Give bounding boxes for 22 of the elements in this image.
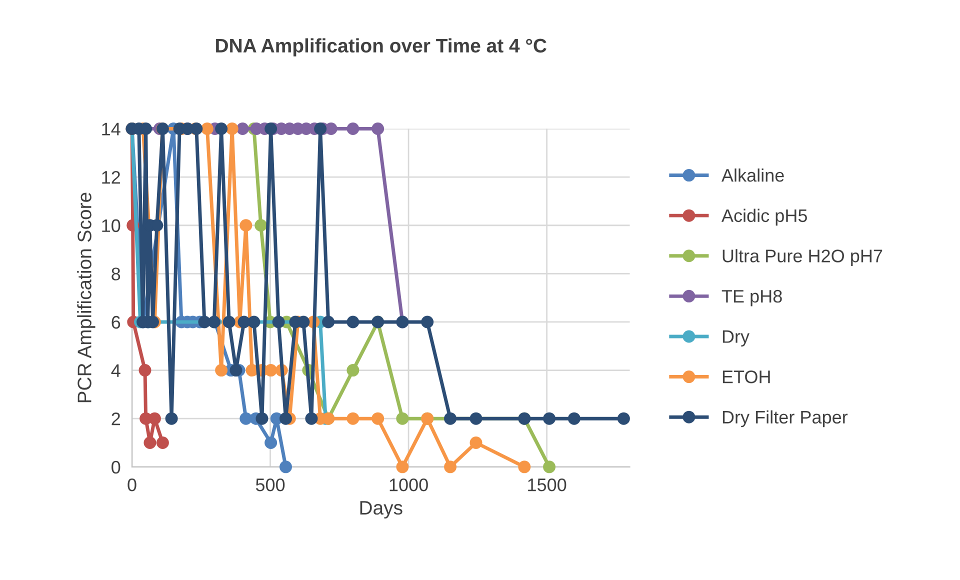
- legend-label: Ultra Pure H2O pH7: [722, 249, 882, 266]
- legend-label: TE pH8: [722, 290, 782, 306]
- legend-label: ETOH: [722, 370, 770, 384]
- legend-label: Dry: [722, 330, 750, 347]
- x-tick-label: 1500: [528, 478, 566, 492]
- x-tick-label: 500: [256, 478, 285, 492]
- chart-title: DNA Amplification over Time at 4 °C: [216, 38, 546, 56]
- legend-label: Dry Filter Paper: [722, 410, 848, 428]
- legend-label: Acidic pH5: [721, 208, 807, 226]
- x-tick-label: 1000: [390, 478, 428, 492]
- y-tick-label: 14: [102, 122, 120, 136]
- y-tick-label: 0: [112, 460, 120, 474]
- y-axis-title: PCR Amplification Score: [77, 192, 96, 402]
- legend-label: Alkaline: [721, 168, 784, 182]
- x-tick-label: 0: [128, 478, 136, 492]
- y-tick-label: 10: [102, 219, 120, 232]
- y-tick-label: 2: [112, 412, 120, 426]
- y-tick-label: 12: [102, 171, 120, 184]
- y-tick-label: 4: [111, 364, 120, 377]
- y-tick-label: 8: [112, 268, 120, 280]
- x-axis-title: Days: [360, 501, 402, 519]
- y-tick-label: 6: [112, 316, 120, 329]
